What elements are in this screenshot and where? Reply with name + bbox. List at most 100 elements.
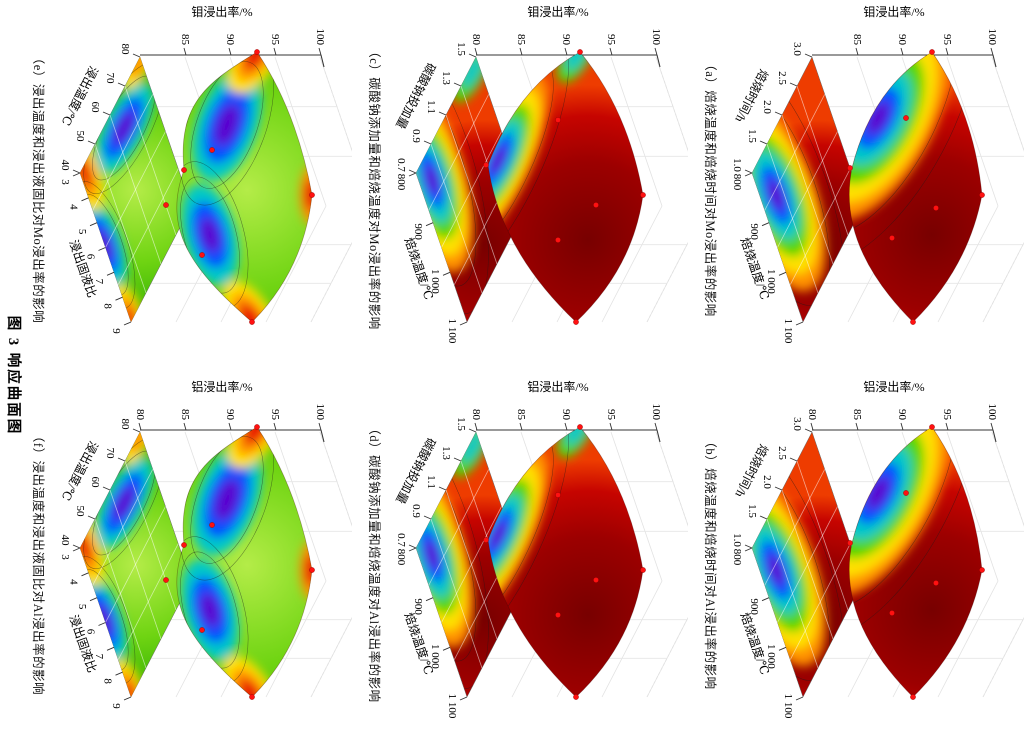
axis1-tick-label: 1.5 — [746, 504, 758, 518]
axis2-tick-label: 800 — [731, 549, 743, 566]
response-surface — [483, 49, 646, 325]
axis2-tick-label: 8 — [102, 303, 114, 309]
axis1-tick-label: 1.1 — [425, 100, 437, 114]
floor-grid — [764, 460, 851, 669]
surface-plot-a: 85 90 95 100 钼浸出率/% 3.0 2.5 2.0 1.5 1.0 焙烧时间/h 800 9… — [683, 0, 1024, 375]
axis1-tick-label: 1.3 — [440, 71, 452, 85]
panel-caption-f: （f）浸出温度和浸出液固比对Al浸出率的影响 — [31, 429, 45, 696]
axis2-tick-label: 900 — [412, 223, 424, 240]
axis1-tick-label: 2.5 — [776, 446, 788, 460]
panel-svg-a: 85 90 95 100 钼浸出率/% 3.0 2.5 2.0 1.5 1.0 焙烧时间/h 800 9… — [731, 4, 1024, 344]
axis2-tick-label: 7 — [93, 654, 105, 660]
panel-caption-a: （a）焙烧温度和焙烧时间对Mo浸出率的影响 — [703, 58, 717, 317]
axis2-tick-label: 1 000 — [765, 269, 777, 294]
panel-caption-d: （d）碳酸钠添加量和焙烧温度对Al浸出率的影响 — [367, 422, 381, 703]
z-tick-label: 95 — [605, 409, 617, 421]
z-tick-label: 100 — [314, 29, 326, 46]
z-tick-label: 85 — [179, 409, 191, 421]
panel-caption-e: （e）浸出温度和浸出液固比对Mo浸出率的影响 — [31, 51, 45, 324]
design-points — [483, 424, 646, 700]
z-tick-label: 100 — [650, 29, 662, 46]
axis1-tick-label: 1.3 — [440, 446, 452, 460]
axis2-tick-label: 6 — [85, 629, 97, 635]
axis1-tick-label: 40 — [59, 535, 71, 547]
z-tick-label: 90 — [896, 34, 908, 46]
panel-caption-b: （b）焙烧温度和焙烧时间对Al浸出率的影响 — [703, 435, 717, 690]
axis1-label: 碳酸钠投加量 — [393, 61, 439, 132]
axis2-tick-label: 4 — [68, 579, 80, 585]
contour-projection — [79, 431, 192, 698]
z-tick-label: 85 — [851, 409, 863, 421]
axis1-tick-label: 3.0 — [791, 42, 803, 56]
axis2-label: 浸出固液比 — [66, 238, 100, 300]
z-axis-label: 钼浸出率/% — [191, 4, 252, 19]
panel-grid: 85 90 95 100 钼浸出率/% 3.0 2.5 2.0 1.5 1.0 焙烧时间/h 800 9… — [16, 0, 1024, 751]
axis1-tick-label: 70 — [104, 448, 116, 460]
axis2-label: 浸出固液比 — [66, 613, 100, 675]
z-tick-label: 80 — [806, 409, 818, 421]
design-points — [847, 49, 985, 325]
contour-lines — [849, 427, 978, 641]
panel-e: 85 90 95 100 钼浸出率/% 80 70 60 50 40 浸出温度/℃ 3 4 5 6 7 8 9 浸出… — [16, 0, 372, 375]
axis1-tick-label: 2.0 — [761, 100, 773, 114]
axis2-tick-label: 4 — [68, 204, 80, 210]
axis2-tick-label: 9 — [110, 328, 122, 334]
axis1-tick-label: 80 — [119, 419, 131, 431]
surface-plot-f: 80 85 90 95 100 铝浸出率/% 80 70 60 50 40 浸出温度/℃ 3 4 5 6 7 8 9… — [11, 375, 372, 750]
panel-b: 80 85 90 95 100 铝浸出率/% 3.0 2.5 2.0 1.5 1.0 焙烧时间/h 80… — [688, 375, 1024, 750]
axis2-tick-label: 800 — [395, 549, 407, 566]
surface-plot-d: 80 85 90 95 100 铝浸出率/% 1.5 1.3 1.1 0.9 0.7 碳酸钠投加量 80… — [347, 375, 708, 750]
axis1-tick-label: 1.1 — [425, 475, 437, 489]
axis1-tick-label: 1.5 — [455, 417, 467, 431]
panel-svg-f: 80 85 90 95 100 铝浸出率/% 80 70 60 50 40 浸出温度/℃ 3 4 5 6 7 8 9… — [59, 379, 372, 709]
axis1-tick-label: 3.0 — [791, 417, 803, 431]
axis1-tick-label: 0.9 — [410, 129, 422, 143]
axis1-label: 焙烧时间/h — [732, 442, 771, 500]
z-tick-label: 85 — [515, 34, 527, 46]
axis1-tick-label: 2.5 — [776, 71, 788, 85]
design-points — [483, 49, 646, 325]
z-tick-label: 80 — [470, 409, 482, 421]
axis2-tick-label: 1 100 — [782, 319, 794, 344]
z-tick-label: 100 — [986, 29, 998, 46]
axis1-tick-label: 1.0 — [731, 158, 743, 172]
axis1-label: 焙烧时间/h — [732, 67, 771, 125]
design-points — [163, 49, 315, 325]
axis2-tick-label: 7 — [93, 279, 105, 285]
panel-svg-c: 80 85 90 95 100 钼浸出率/% 1.5 1.3 1.1 0.9 0.7 碳酸钠投加量 80… — [393, 4, 708, 344]
panel-d: 80 85 90 95 100 铝浸出率/% 1.5 1.3 1.1 0.9 0.7 碳酸钠投加量 80… — [352, 375, 708, 750]
panel-svg-b: 80 85 90 95 100 铝浸出率/% 3.0 2.5 2.0 1.5 1.0 焙烧时间/h 80… — [731, 379, 1024, 719]
axis2-tick-label: 800 — [731, 174, 743, 191]
axis1-tick-label: 0.7 — [395, 158, 407, 172]
surface-plot-b: 80 85 90 95 100 铝浸出率/% 3.0 2.5 2.0 1.5 1.0 焙烧时间/h 80… — [683, 375, 1024, 750]
z-tick-label: 90 — [224, 34, 236, 46]
z-tick-label: 95 — [269, 34, 281, 46]
response-surface — [163, 424, 315, 700]
axis2-tick-label: 1 000 — [429, 269, 441, 294]
z-tick-label: 80 — [134, 409, 146, 421]
z-tick-label: 85 — [179, 34, 191, 46]
z-tick-label: 100 — [986, 404, 998, 421]
axis2-tick-label: 5 — [76, 604, 88, 610]
floor-grid — [92, 85, 179, 294]
design-points — [847, 424, 985, 700]
axis1-tick-label: 60 — [89, 102, 101, 114]
z-axis-label: 铝浸出率/% — [863, 379, 924, 394]
z-tick-label: 95 — [605, 34, 617, 46]
response-surface — [163, 49, 315, 325]
panel-svg-e: 85 90 95 100 钼浸出率/% 80 70 60 50 40 浸出温度/℃ 3 4 5 6 7 8 9 浸出… — [59, 4, 372, 334]
contour-projection — [415, 56, 528, 323]
z-tick-label: 95 — [269, 409, 281, 421]
axis2-tick-label: 1 000 — [429, 644, 441, 669]
axis1-tick-label: 2.0 — [761, 475, 773, 489]
axis2-tick-label: 1 100 — [446, 319, 458, 344]
z-tick-label: 90 — [560, 34, 572, 46]
axis1-tick-label: 0.9 — [410, 504, 422, 518]
axis1-tick-label: 1.5 — [746, 129, 758, 143]
z-tick-label: 90 — [896, 409, 908, 421]
z-tick-label: 85 — [851, 34, 863, 46]
panel-caption-c: （c）碳酸钠添加量和焙烧温度对Mo浸出率的影响 — [367, 45, 381, 330]
surface-plot-e: 85 90 95 100 钼浸出率/% 80 70 60 50 40 浸出温度/℃ 3 4 5 6 7 8 9 浸出… — [11, 0, 372, 375]
z-axis-label: 钼浸出率/% — [863, 4, 924, 19]
